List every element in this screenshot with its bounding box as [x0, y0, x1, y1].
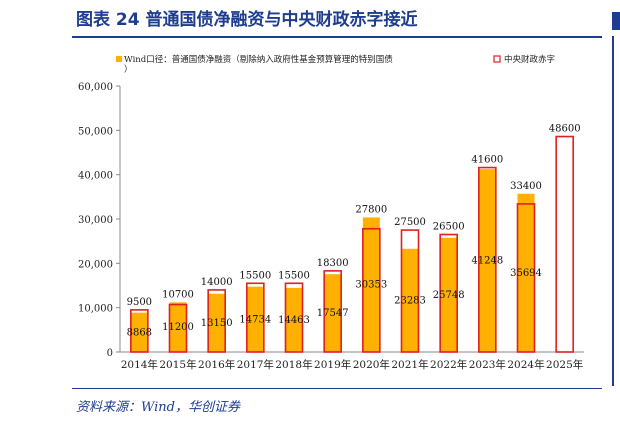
bar-wind [169, 302, 187, 352]
data-label-wind: 14463 [278, 315, 310, 326]
bar-wind [478, 169, 496, 352]
x-tick-label: 2018年 [275, 358, 312, 371]
x-tick-label: 2021年 [391, 358, 428, 371]
y-tick-label: 20,000 [78, 259, 113, 270]
y-tick-label: 40,000 [78, 171, 113, 182]
legend-swatch-wind [116, 56, 122, 62]
x-tick-label: 2014年 [121, 358, 158, 371]
data-label-wind: 17547 [317, 308, 349, 319]
bar-wind [130, 312, 148, 352]
data-label-deficit: 27800 [355, 204, 387, 215]
bar-wind [517, 193, 535, 352]
bar-wind [440, 237, 458, 352]
title-rule [72, 36, 602, 38]
data-label-deficit: 26500 [433, 222, 465, 233]
data-label-deficit: 33400 [510, 181, 542, 192]
x-tick-label: 2017年 [237, 358, 274, 371]
y-tick-label: 10,000 [78, 304, 113, 315]
y-tick-label: 30,000 [78, 215, 113, 226]
data-label-wind: 13150 [201, 318, 233, 329]
y-tick-label: 50,000 [78, 126, 113, 137]
y-tick-label: 60,000 [78, 82, 113, 93]
bar-deficit [246, 282, 265, 353]
data-label-wind: 11200 [162, 322, 194, 333]
figure-title: 图表 24 普通国债净融资与中央财政赤字接近 [76, 10, 418, 30]
x-tick-label: 2019年 [314, 358, 351, 371]
data-label-wind: 35694 [510, 268, 542, 279]
bar-deficit [516, 203, 536, 353]
x-tick-label: 2016年 [198, 358, 235, 371]
chart: 0 10,000 20,000 30,000 40,000 50,000 60,000 201… [78, 54, 584, 371]
bar-deficit [555, 135, 574, 353]
source-note: 资料来源：Wind，华创证券 [76, 400, 240, 415]
data-label-wind: 25748 [433, 290, 465, 301]
data-label-deficit: 48600 [549, 124, 581, 135]
x-tick-label: 2015年 [159, 358, 196, 371]
bar-wind [246, 286, 264, 352]
y-tick-label: 0 [107, 348, 113, 359]
x-tick-label: 2022年 [430, 358, 467, 371]
data-label-deficit: 41600 [471, 155, 503, 166]
bar-wind [285, 287, 303, 352]
bar-wind [324, 274, 342, 352]
bar-wind [208, 293, 226, 352]
data-label-deficit: 18300 [317, 258, 349, 269]
legend-label-wind: Wind口径：普通国债净融资（剔除纳入政府性基金预算管理的特别国债） [124, 54, 393, 75]
bar-deficit [323, 270, 342, 353]
bar-deficit [362, 227, 381, 353]
legend-label-deficit: 中央财政赤字 [504, 54, 555, 65]
data-label-wind: 23283 [394, 295, 426, 306]
legend-swatch-deficit [493, 55, 501, 63]
data-label-deficit: 10700 [162, 289, 194, 300]
bar-deficit [130, 309, 149, 353]
data-label-deficit: 9500 [127, 297, 152, 308]
x-tick-label: 2025年 [546, 358, 583, 371]
adjacent-figure-edge [612, 0, 620, 426]
bar-deficit [168, 303, 188, 353]
bar-wind [362, 217, 380, 352]
bar-deficit [284, 282, 304, 353]
bar-deficit [439, 233, 458, 353]
bar-deficit [207, 289, 226, 353]
data-label-deficit: 15500 [239, 270, 271, 281]
x-tick-label: 2020年 [353, 358, 390, 371]
x-tick-label: 2023年 [469, 358, 506, 371]
data-label-deficit: 27500 [394, 217, 426, 228]
data-label-deficit: 15500 [278, 270, 310, 281]
bar-deficit [400, 229, 420, 353]
data-label-wind: 41248 [471, 256, 503, 267]
data-label-wind: 14734 [239, 314, 271, 325]
data-label-wind: 8868 [127, 327, 152, 338]
source-rule [72, 388, 602, 389]
bar-wind [401, 248, 419, 352]
data-label-wind: 30353 [355, 280, 387, 291]
data-label-deficit: 14000 [201, 277, 233, 288]
bar-deficit [478, 166, 497, 353]
x-tick-label: 2024年 [507, 358, 544, 371]
